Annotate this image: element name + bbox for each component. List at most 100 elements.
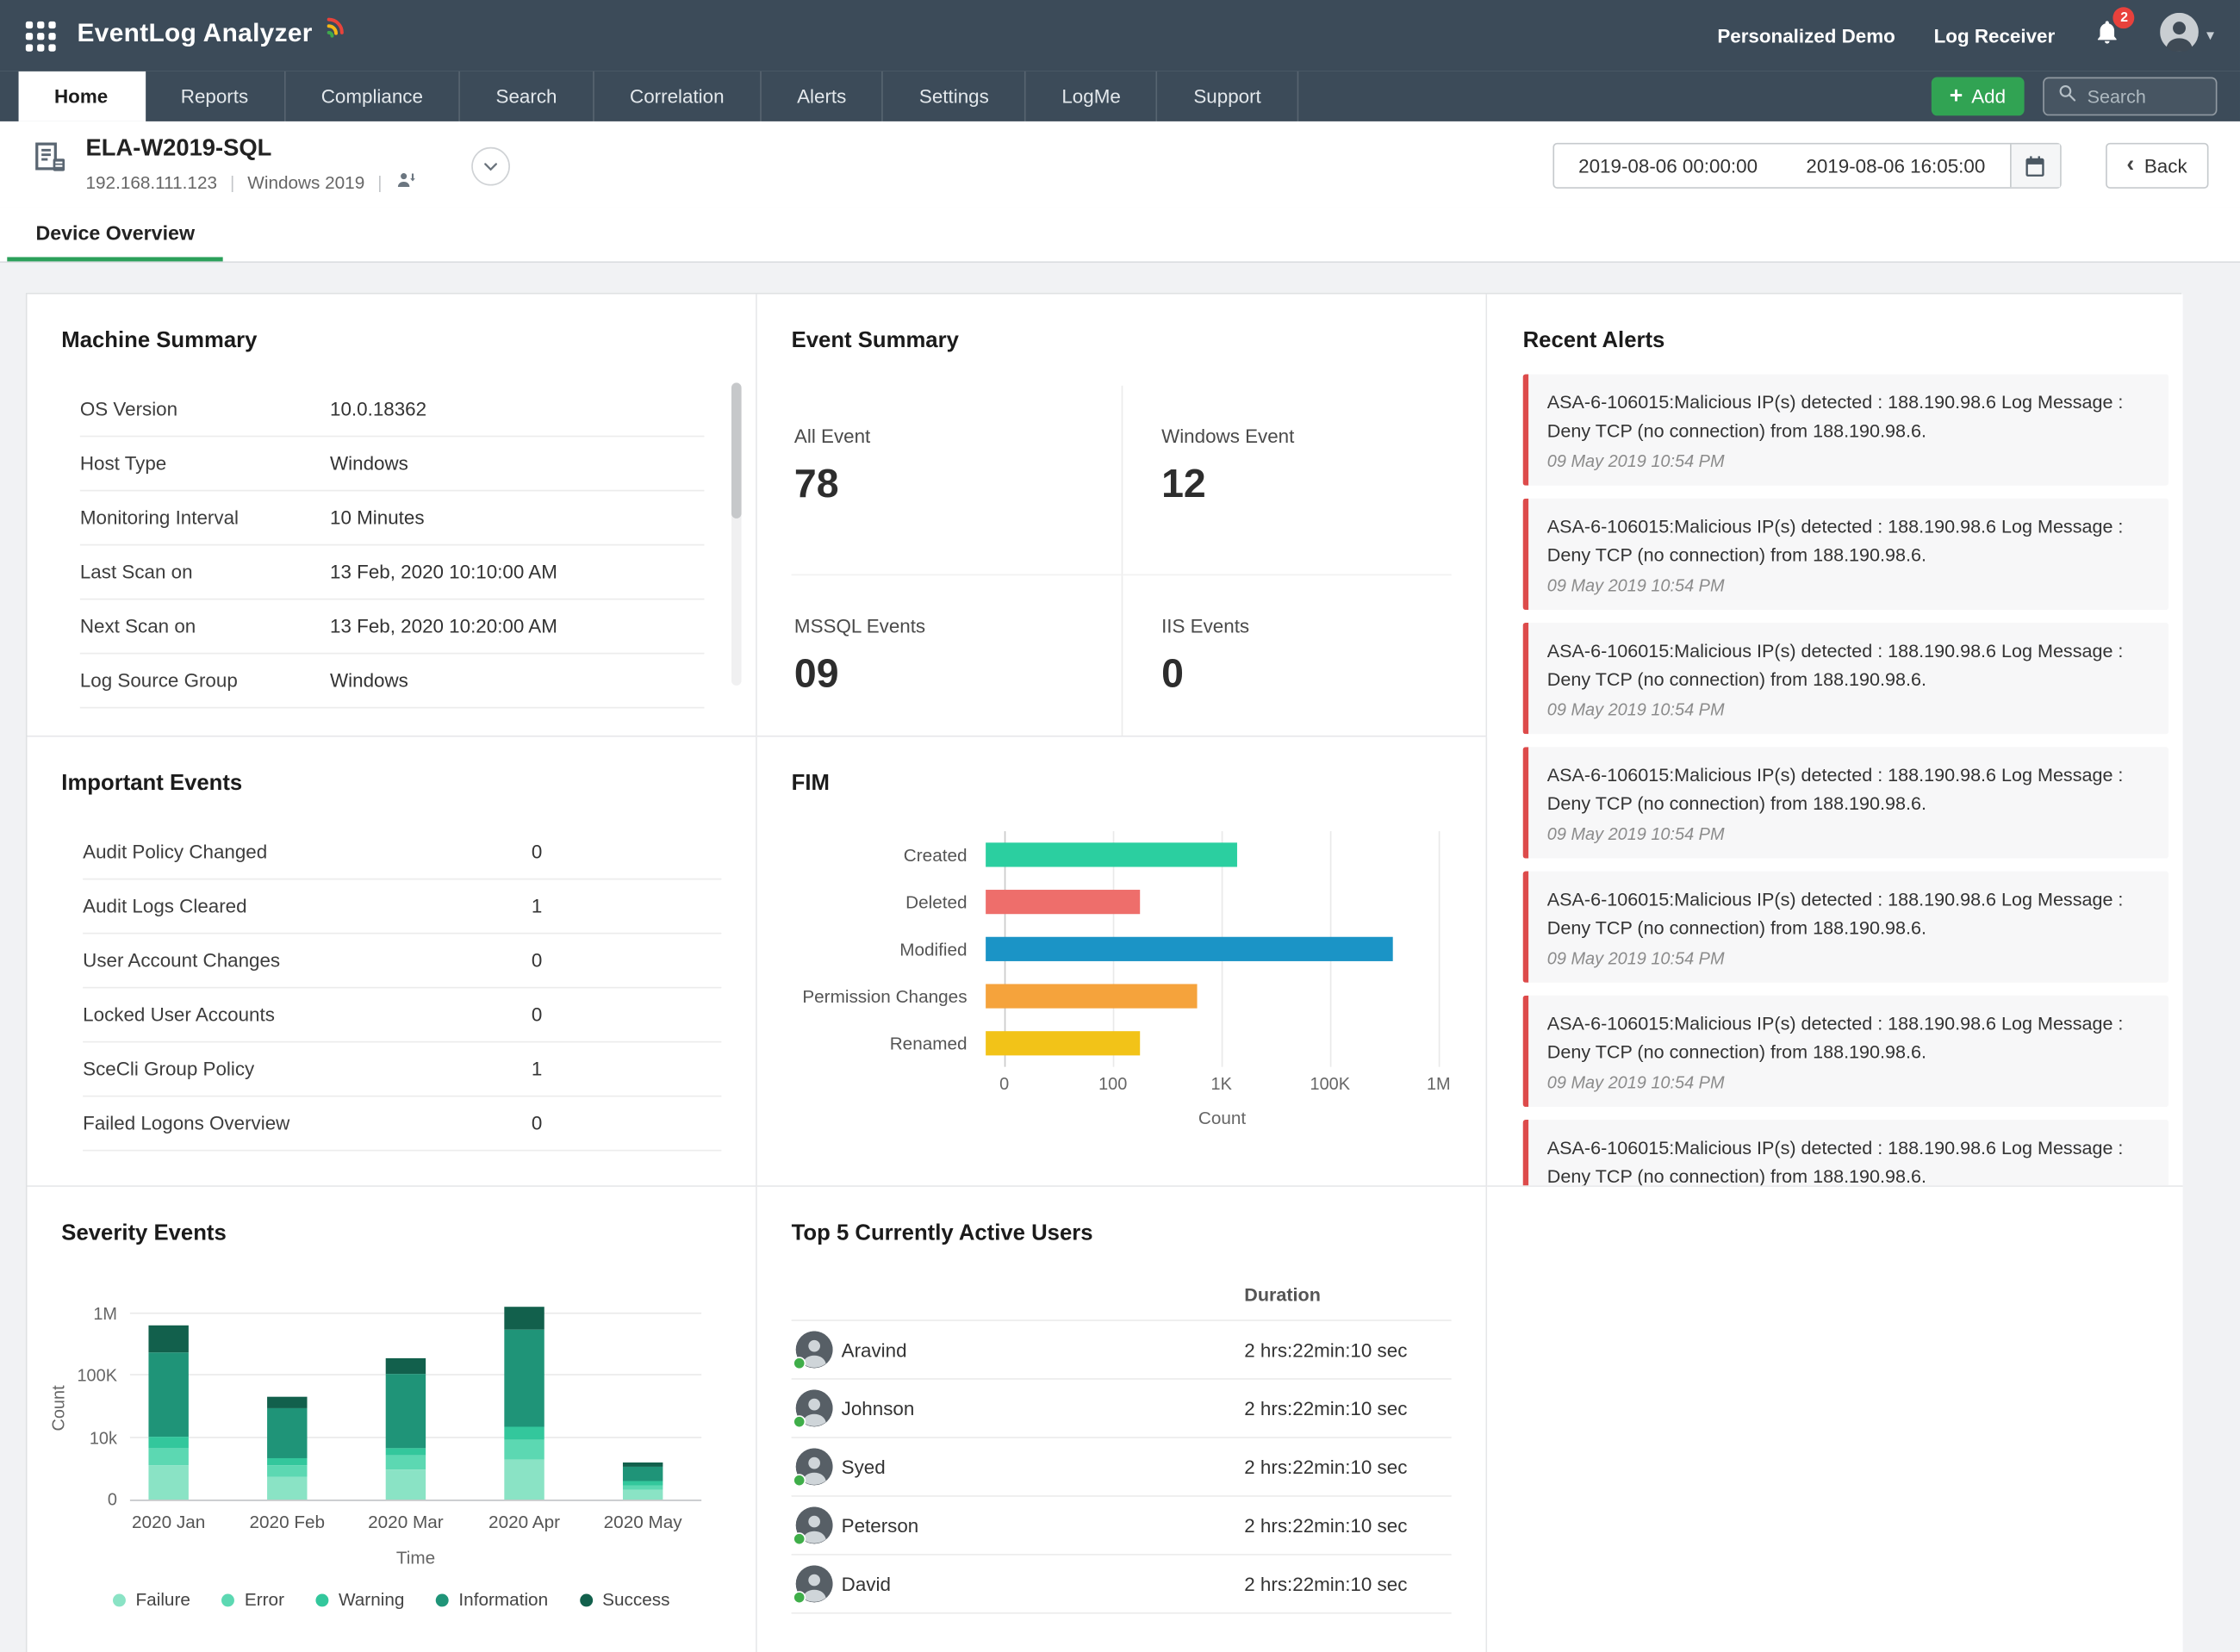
personalized-demo-link[interactable]: Personalized Demo (1717, 25, 1895, 47)
alert-card[interactable]: ASA-6-106015:Malicious IP(s) detected : … (1522, 374, 2169, 486)
stat-value: 0 (1161, 651, 1184, 696)
important-events-label: Failed Logons Overview (83, 1112, 290, 1134)
search-input[interactable] (2087, 85, 2203, 108)
severity-bar[interactable] (504, 1307, 544, 1500)
alert-card[interactable]: ASA-6-106015:Malicious IP(s) detected : … (1522, 622, 2169, 735)
severity-segment-information[interactable] (148, 1352, 189, 1438)
back-button[interactable]: ‹ Back (2105, 142, 2209, 189)
severity-bar[interactable] (385, 1357, 426, 1500)
tab-logme[interactable]: LogMe (1026, 71, 1158, 121)
severity-segment-failure[interactable] (385, 1469, 426, 1500)
legend-item-failure[interactable]: Failure (112, 1590, 190, 1610)
panel-title: Top 5 Currently Active Users (791, 1220, 1093, 1245)
tab-reports[interactable]: Reports (145, 71, 286, 121)
severity-segment-error[interactable] (385, 1455, 426, 1470)
fim-track (986, 890, 1422, 915)
fim-track (986, 1031, 1422, 1056)
add-button[interactable]: + Add (1931, 77, 2025, 116)
stat-iis-events: IIS Events 0 (1121, 575, 1452, 736)
user-duration: 2 hrs:22min:10 sec (1244, 1338, 1408, 1361)
tab-device-overview[interactable]: Device Overview (7, 207, 224, 262)
severity-segment-success[interactable] (504, 1307, 544, 1330)
tab-search[interactable]: Search (460, 71, 594, 121)
fim-bar-created[interactable] (986, 842, 1237, 867)
user-duration: 2 hrs:22min:10 sec (1244, 1456, 1408, 1478)
severity-segment-information[interactable] (504, 1329, 544, 1427)
fim-x-axis-label: Count (1198, 1108, 1247, 1128)
date-to[interactable]: 2019-08-06 16:05:00 (1806, 154, 1986, 177)
agent-icon[interactable] (395, 170, 416, 196)
severity-segment-error[interactable] (148, 1448, 189, 1466)
fim-row: Permission Changes (792, 972, 1486, 1020)
severity-segment-success[interactable] (148, 1325, 189, 1353)
tab-alerts[interactable]: Alerts (762, 71, 884, 121)
machine-summary-panel: Machine Summary OS Version 10.0.18362 Host… (27, 294, 757, 737)
alert-card[interactable]: ASA-6-106015:Malicious IP(s) detected : … (1522, 747, 2169, 859)
severity-segment-warning[interactable] (385, 1448, 426, 1456)
severity-segment-failure[interactable] (148, 1465, 189, 1500)
severity-bar[interactable] (148, 1325, 189, 1500)
fim-bar-permission-changes[interactable] (986, 984, 1198, 1009)
fim-track (986, 936, 1422, 961)
important-events-value: 0 (531, 841, 543, 863)
notifications-button[interactable]: 2 (2094, 6, 2136, 53)
severity-segment-warning[interactable] (504, 1426, 544, 1440)
severity-segment-success[interactable] (385, 1357, 426, 1375)
severity-bar[interactable] (267, 1396, 308, 1500)
log-receiver-link[interactable]: Log Receiver (1933, 25, 2056, 47)
severity-segment-warning[interactable] (622, 1481, 663, 1486)
severity-segment-failure[interactable] (267, 1476, 308, 1500)
severity-segment-warning[interactable] (148, 1437, 189, 1449)
severity-segment-information[interactable] (385, 1374, 426, 1449)
fim-category-label: Deleted (905, 891, 968, 912)
severity-segment-warning[interactable] (267, 1457, 308, 1466)
severity-segment-success[interactable] (622, 1462, 663, 1467)
duration-column-header: Duration (791, 1272, 1452, 1321)
date-range-picker[interactable]: 2019-08-06 00:00:00 2019-08-06 16:05:00 (1552, 142, 2062, 189)
fim-bar-modified[interactable] (986, 936, 1393, 961)
legend-item-success[interactable]: Success (579, 1590, 669, 1610)
alert-card[interactable]: ASA-6-106015:Malicious IP(s) detected : … (1522, 498, 2169, 611)
fim-bar-renamed[interactable] (986, 1031, 1141, 1056)
tab-support[interactable]: Support (1158, 71, 1298, 121)
tab-correlation[interactable]: Correlation (594, 71, 762, 121)
legend-item-information[interactable]: Information (435, 1590, 548, 1610)
legend-item-warning[interactable]: Warning (315, 1590, 404, 1610)
machine-summary-scrollbar[interactable] (731, 382, 742, 686)
alert-card[interactable]: ASA-6-106015:Malicious IP(s) detected : … (1522, 871, 2169, 983)
user-menu-button[interactable]: ▾ (2160, 12, 2214, 59)
apps-grid-icon[interactable] (25, 21, 56, 51)
legend-dot (315, 1593, 329, 1606)
alert-card[interactable]: ASA-6-106015:Malicious IP(s) detected : … (1522, 995, 2169, 1108)
severity-segment-failure[interactable] (504, 1459, 544, 1500)
calendar-button[interactable] (2009, 144, 2060, 188)
user-name: Peterson (841, 1514, 919, 1537)
date-from[interactable]: 2019-08-06 00:00:00 (1578, 154, 1758, 177)
severity-segment-error[interactable] (267, 1465, 308, 1477)
severity-segment-failure[interactable] (622, 1489, 663, 1500)
fim-panel: FIM Created Deleted Modified Permission Cha… (756, 736, 1488, 1187)
severity-segment-error[interactable] (504, 1439, 544, 1460)
machine-summary-row: Monitoring Interval 10 Minutes (79, 491, 705, 546)
fim-bar-deleted[interactable] (986, 890, 1141, 915)
global-search-box[interactable] (2043, 77, 2218, 116)
scrollbar-thumb[interactable] (731, 382, 742, 519)
tab-home[interactable]: Home (18, 71, 146, 121)
fim-xticks: 0 100 1K 100K 1M (999, 1074, 1450, 1097)
machine-summary-label: Log Source Group (79, 669, 238, 692)
legend-dot (221, 1593, 235, 1606)
important-events-label: User Account Changes (83, 949, 281, 972)
device-expand-button[interactable] (470, 146, 510, 185)
user-row: Syed 2 hrs:22min:10 sec (791, 1438, 1452, 1497)
severity-bar[interactable] (622, 1462, 663, 1500)
tab-compliance[interactable]: Compliance (285, 71, 461, 121)
severity-segment-success[interactable] (267, 1396, 308, 1408)
stat-label: All Event (793, 425, 871, 448)
severity-segment-information[interactable] (267, 1407, 308, 1458)
legend-item-error[interactable]: Error (221, 1590, 284, 1610)
severity-segment-error[interactable] (622, 1485, 663, 1490)
severity-segment-information[interactable] (622, 1466, 663, 1481)
tab-settings[interactable]: Settings (883, 71, 1026, 121)
alert-card[interactable]: ASA-6-106015:Malicious IP(s) detected : … (1522, 1119, 2169, 1186)
back-button-label: Back (2144, 154, 2187, 177)
